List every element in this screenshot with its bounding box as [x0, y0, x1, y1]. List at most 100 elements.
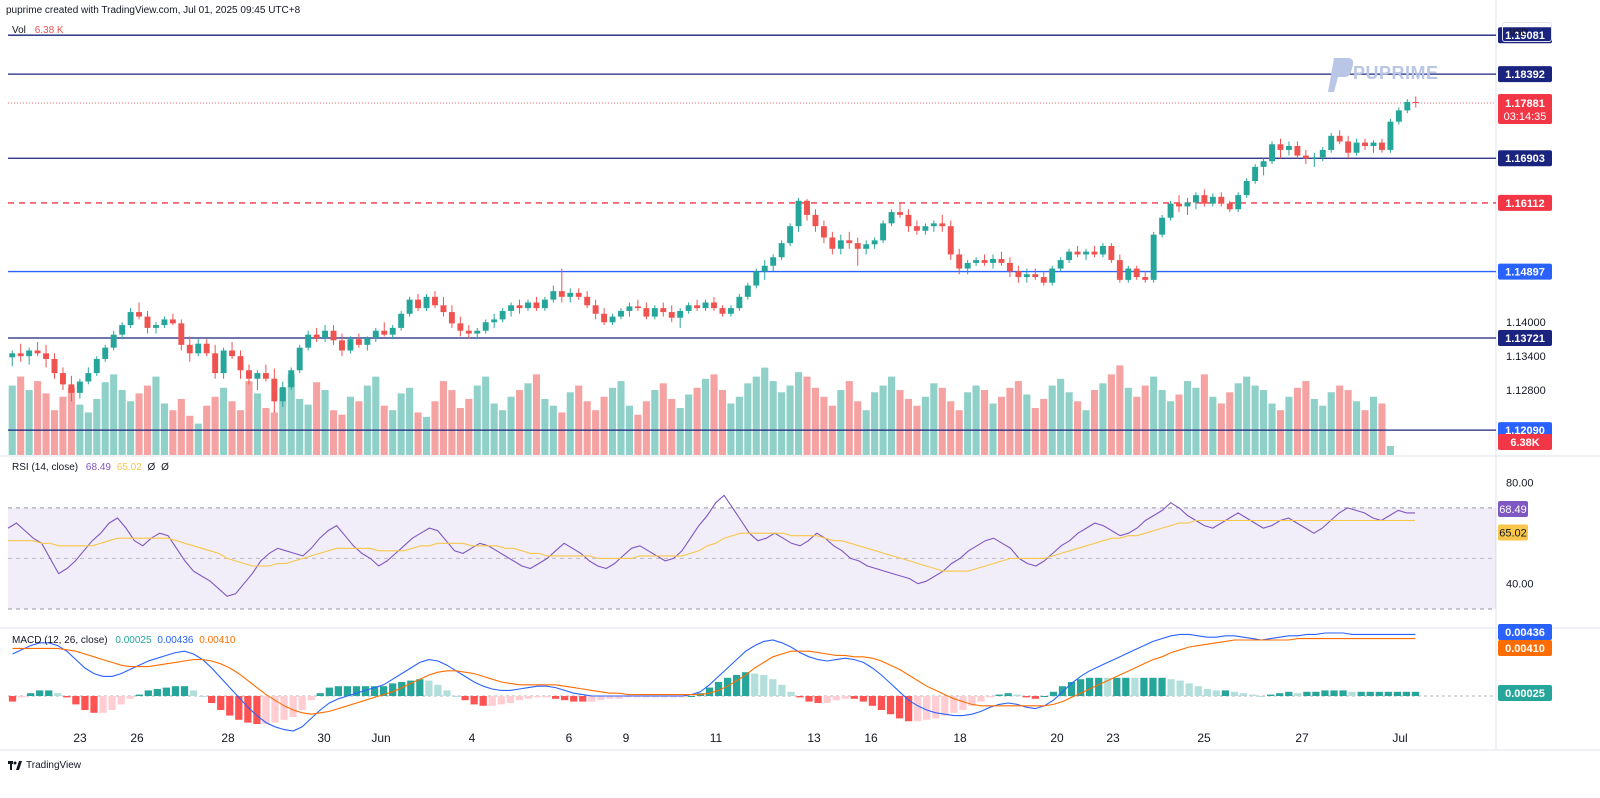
volume-bar [355, 401, 363, 455]
candle-body [905, 214, 912, 227]
volume-bar [930, 383, 938, 455]
macd-signal-badge-label: 0.00410 [1505, 643, 1545, 655]
volume-bar [938, 387, 946, 455]
macd-histogram-bar [1230, 691, 1239, 696]
time-tick-label: 25 [1197, 731, 1211, 745]
macd-line-badge-label: 0.00436 [1505, 627, 1545, 639]
volume-bar [701, 378, 710, 455]
macd-line [12, 632, 1416, 732]
candle-body [702, 302, 709, 309]
candle-body [1370, 142, 1377, 146]
candle-body [76, 381, 83, 393]
volume-bar [346, 396, 354, 455]
volume-bar [1268, 403, 1276, 455]
rsi-extra2: Ø [161, 462, 169, 473]
candle-body [643, 308, 650, 317]
candle-body [1125, 268, 1132, 280]
candle-body [1412, 101, 1419, 104]
candle-body [592, 305, 599, 314]
candle-body [787, 226, 794, 244]
candle-body [964, 262, 971, 269]
volume-bar [600, 396, 608, 455]
macd-histogram-bar [714, 682, 723, 696]
time-tick-label: 18 [953, 731, 967, 745]
candle-body [1176, 203, 1182, 207]
macd-histogram-bar [1393, 691, 1401, 696]
volume-bar [1031, 407, 1039, 455]
volume-bar [313, 382, 321, 455]
macd-histogram-bar [742, 672, 750, 696]
macd-histogram-bar [217, 696, 225, 710]
candle-body [1311, 157, 1318, 159]
candle-body [85, 373, 92, 382]
macd-histogram-bar [705, 687, 714, 696]
macd-histogram-bar [434, 684, 442, 696]
macd-histogram-bar [814, 696, 822, 703]
candle-body [1040, 277, 1047, 283]
candle-body [744, 285, 751, 297]
volume-bar [8, 385, 16, 455]
macd-histogram-bar [1076, 679, 1085, 696]
volume-bar [1090, 390, 1099, 455]
macd-histogram-bar [90, 696, 98, 713]
candle-body [491, 319, 498, 323]
candle-body [93, 358, 100, 374]
candle-body [499, 310, 506, 320]
tradingview-footer[interactable]: TradingView [8, 760, 81, 771]
macd-histogram-bar [343, 686, 352, 696]
macd-histogram-bar [1239, 693, 1248, 696]
volume-bar [1293, 387, 1301, 455]
candle-body [888, 212, 895, 224]
macd-histogram-bar [1149, 677, 1157, 696]
tradingview-logo-icon [8, 761, 22, 770]
candle-body [550, 291, 557, 300]
macd-histogram-bar [280, 696, 288, 720]
candle-body [525, 302, 531, 309]
time-tick-label: Jun [371, 731, 390, 745]
macd-histogram-bar [1067, 682, 1076, 696]
volume-bar [228, 401, 236, 455]
volume-bar [1065, 392, 1073, 455]
volume-bar [617, 381, 625, 455]
volume-bar [34, 381, 42, 455]
macd-histogram-bar [895, 696, 904, 719]
currency-selector[interactable]: USD [1502, 22, 1552, 42]
volume-bar [803, 376, 811, 455]
candle-body [1362, 142, 1369, 146]
candle-body [727, 308, 734, 314]
candle-body [567, 292, 574, 297]
time-tick-label: 23 [1106, 731, 1120, 745]
countdown-label: 03:14:35 [1504, 111, 1547, 123]
candle-body [1209, 196, 1216, 204]
level-badge-label: 1.16903 [1505, 153, 1545, 165]
macd-histogram-bar [542, 696, 551, 698]
macd-histogram-bar [307, 696, 315, 701]
volume-bar [177, 399, 185, 455]
macd-histogram-bar [1276, 693, 1284, 696]
macd-histogram-bar [823, 696, 831, 703]
macd-histogram-bar [642, 696, 650, 698]
volume-bar [245, 381, 253, 455]
volume-bar [1074, 401, 1082, 455]
credit-text: puprime created with TradingView.com, Ju… [6, 5, 301, 16]
vol-label-text: Vol [12, 25, 26, 36]
macd-histogram-bar [180, 686, 189, 696]
volume-bar [1378, 403, 1386, 455]
volume-bar [1336, 385, 1344, 455]
macd-hist-legend-value: 0.00025 [115, 635, 152, 646]
macd-histogram-bar [1312, 691, 1320, 696]
volume-bar [414, 412, 422, 455]
macd-histogram-bar [678, 696, 686, 698]
volume-bar [515, 390, 524, 455]
volume-bar [456, 407, 464, 455]
volume-bar [160, 403, 168, 455]
macd-histogram-bar [407, 680, 415, 696]
volume-bar [786, 385, 794, 455]
candle-body [846, 240, 853, 244]
macd-histogram-bar [941, 696, 949, 716]
volume-bar [964, 392, 972, 455]
macd-histogram-bar [488, 696, 496, 706]
candle-body [1404, 101, 1411, 111]
volume-bar [1133, 396, 1141, 455]
candle-body [1192, 195, 1199, 203]
